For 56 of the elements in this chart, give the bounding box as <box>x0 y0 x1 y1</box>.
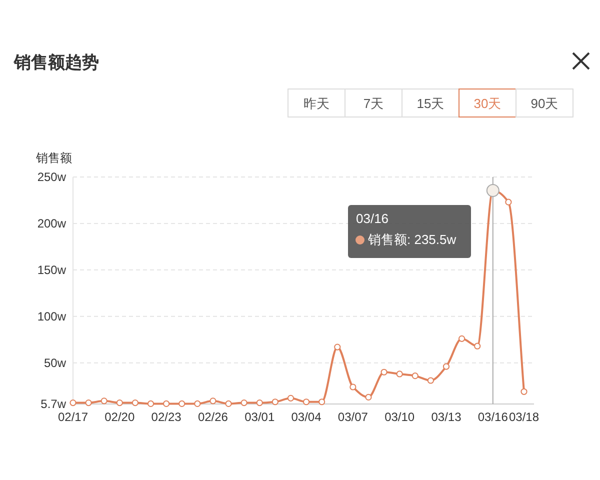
point <box>100 398 108 404</box>
y-tick-label: 50w <box>44 356 66 370</box>
point <box>256 399 263 406</box>
point <box>225 400 232 408</box>
point <box>520 388 528 395</box>
text: 90天 <box>530 96 558 111</box>
point <box>116 399 123 406</box>
point <box>272 398 278 406</box>
point <box>194 400 201 408</box>
point <box>365 394 372 401</box>
y-tick-label: 150w <box>37 262 66 277</box>
point <box>396 370 403 378</box>
x-tick-label: 03/04 <box>291 410 322 424</box>
y-tick-label: 200w <box>37 216 66 230</box>
point <box>240 399 248 406</box>
x-tick-label: 03/01 <box>244 410 275 424</box>
point <box>302 398 310 406</box>
y-axis-title: 销售额 <box>35 151 72 165</box>
annotation: 03/16 <box>356 211 389 226</box>
point <box>85 399 92 406</box>
x-tick-label: 02/23 <box>151 410 182 424</box>
point <box>474 342 481 350</box>
point <box>334 344 341 350</box>
point <box>147 400 154 408</box>
point <box>163 400 170 408</box>
x-tick-label: 03/16 <box>478 410 508 424</box>
point <box>442 363 450 370</box>
text: 7天 <box>363 96 384 111</box>
point <box>458 335 466 342</box>
point <box>427 377 434 384</box>
x-tick-label: 03/18 <box>508 410 540 424</box>
x-tick-label: 02/20 <box>104 410 135 424</box>
point <box>505 198 512 206</box>
text: 30天 <box>474 96 502 111</box>
text: 15天 <box>416 96 444 111</box>
point <box>350 384 356 390</box>
point <box>178 400 186 408</box>
text: 昨天 <box>304 96 330 111</box>
point <box>380 368 388 376</box>
point <box>287 394 294 402</box>
point <box>412 372 418 380</box>
point <box>70 399 76 406</box>
point <box>132 399 139 406</box>
chart-title: 销售额趋势 <box>13 53 99 72</box>
x-tick-label: 02/26 <box>198 410 228 424</box>
annotation: 销售额: 235.5w <box>367 232 457 247</box>
x-tick-label: 02/17 <box>58 410 88 424</box>
tooltip: 03/16 销售额: 235.5w <box>348 205 471 258</box>
y-tick-label: 250w <box>37 170 66 184</box>
y-tick-label: 5.7w <box>40 397 66 411</box>
x-tick-label: 03/07 <box>338 410 368 424</box>
y-tick-label: 100w <box>37 309 66 324</box>
x-tick-label: 03/13 <box>431 410 462 424</box>
point <box>318 398 326 406</box>
point <box>210 398 216 404</box>
x-tick-label: 03/10 <box>384 410 415 424</box>
